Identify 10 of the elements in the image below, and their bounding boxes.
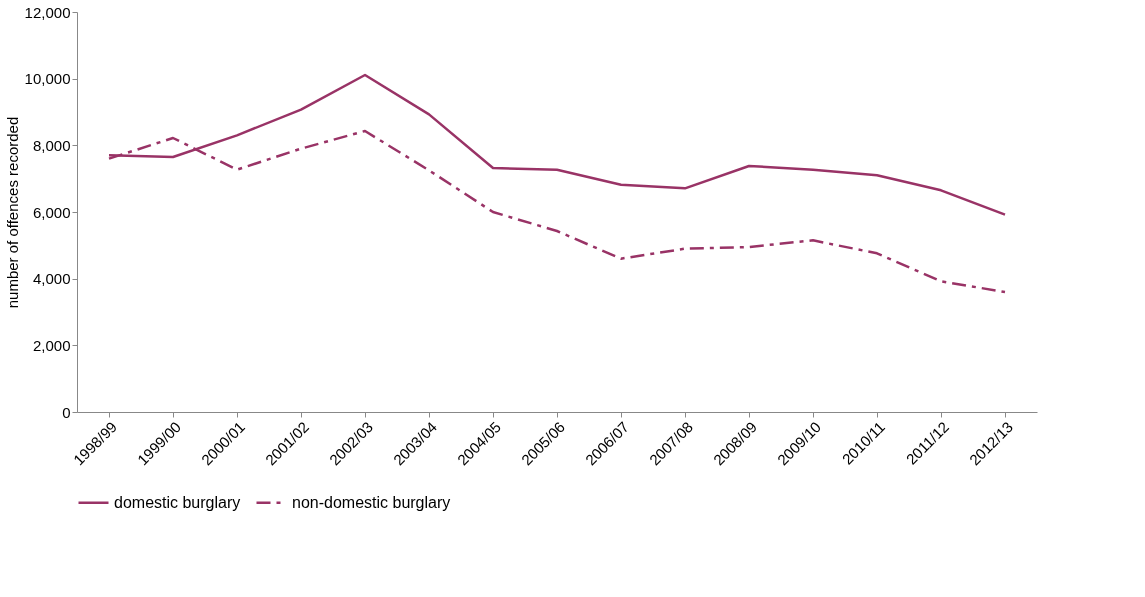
y-tick-label: 6,000: [32, 203, 71, 221]
y-axis-title: number of offences recorded: [3, 116, 21, 309]
y-tick-label: 10,000: [24, 70, 71, 88]
y-tick-label: 0: [62, 403, 71, 421]
legend-label: domestic burglary: [114, 493, 241, 511]
y-tick-label: 8,000: [32, 136, 71, 154]
y-tick-label: 12,000: [24, 3, 71, 21]
legend-label: non-domestic burglary: [292, 493, 451, 511]
y-tick-label: 2,000: [32, 336, 71, 354]
y-tick-label: 4,000: [32, 270, 71, 288]
